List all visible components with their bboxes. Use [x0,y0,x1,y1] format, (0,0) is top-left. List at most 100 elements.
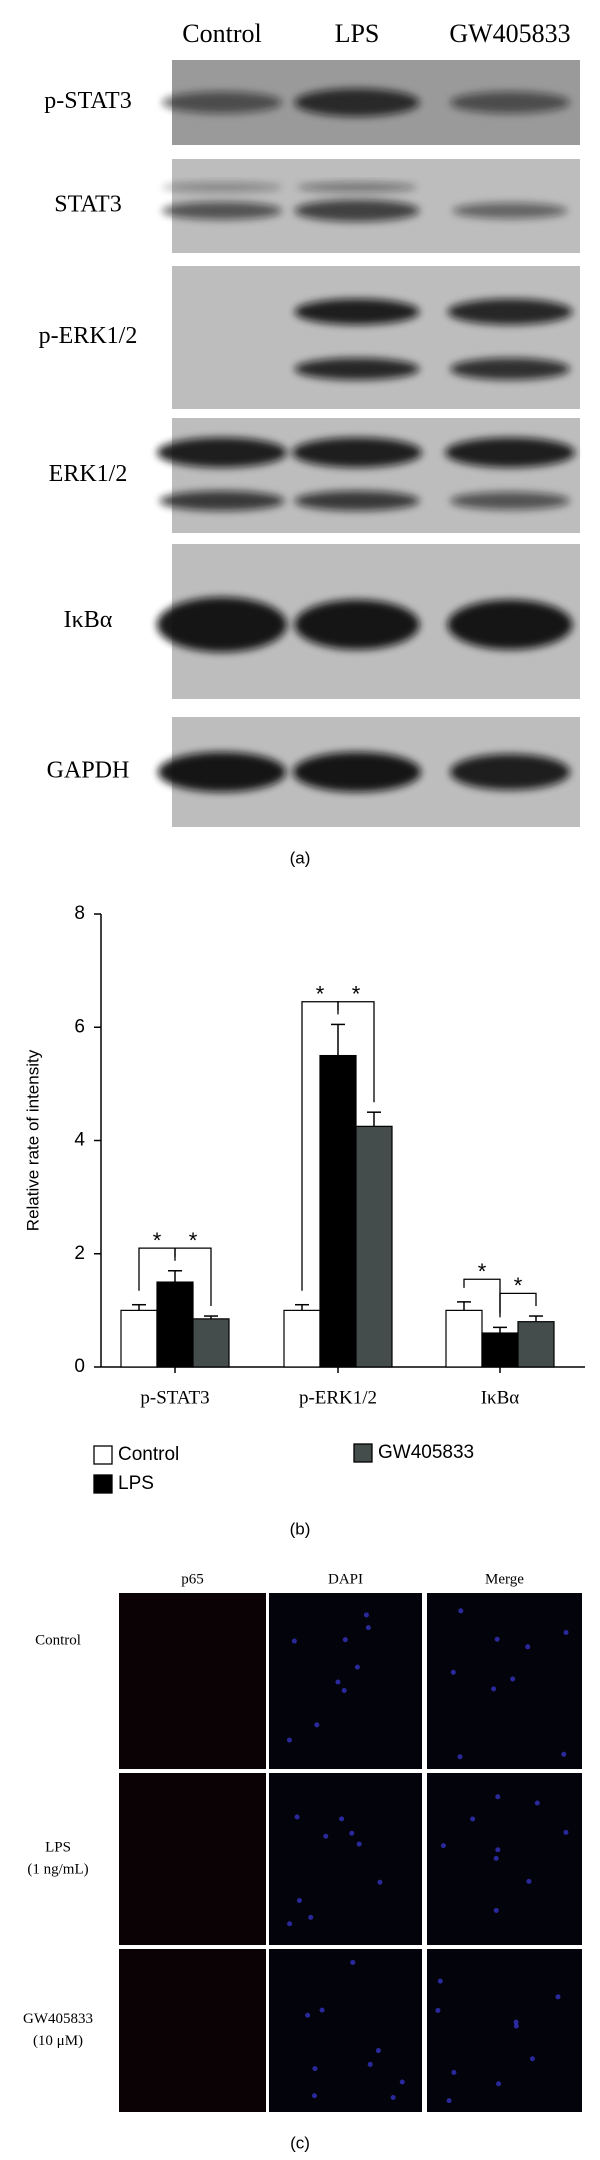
nucleus-dot [563,1829,569,1835]
image-row-label: LPS [45,1839,71,1855]
blot-band [157,437,287,468]
nucleus-dot [534,1800,540,1806]
blot-row-label: GAPDH [47,758,130,784]
legend-swatch [93,1474,113,1494]
blot-column-label: LPS [335,19,380,48]
nucleus-dot [526,1878,532,1884]
blot-band [450,491,570,510]
image-row-label: (1 ng/mL) [27,1861,88,1877]
legend-label: Control [118,1444,179,1465]
nucleus-dot [457,1754,463,1760]
error-bar [529,1315,543,1322]
error-bar [367,1111,381,1127]
blot-band [162,201,282,220]
y-axis-label: Relative rate of intensity [23,1049,42,1231]
blot-band [450,91,570,114]
error-bar [331,1023,345,1056]
blot-band [157,597,287,653]
significance-label: * [514,1273,523,1298]
blot-band [445,437,575,468]
blot-column-label: GW405833 [449,19,570,48]
y-tick-label: 8 [74,903,85,924]
nucleus-dot [308,1914,314,1920]
blot-band [159,490,285,511]
x-tick-label: p-ERK1/2 [299,1387,377,1408]
nucleus-dot [377,1879,383,1885]
blot-band [294,490,420,511]
legend-label: GW405833 [378,1442,474,1463]
nucleus-dot [513,2023,519,2029]
y-tick-label: 4 [74,1130,85,1151]
fluorescence-image [427,1773,582,1945]
nucleus-dot [291,1638,297,1644]
blot-band [162,91,282,114]
image-row-label: (10 μM) [33,2033,83,2049]
nucleus-dot [458,1608,464,1614]
panel-caption: (b) [290,1519,311,1538]
nucleus-dot [314,1722,320,1728]
nucleus-dot [495,1794,501,1800]
blot-band [294,298,420,325]
fluorescence-image [119,1773,266,1945]
blot-column-label: Control [182,19,261,48]
nucleus-dot [305,2012,311,2018]
bar [192,1318,230,1368]
nucleus-dot [513,2019,519,2025]
nucleus-dot [375,2048,381,2054]
nucleus-dot [435,2007,441,2013]
error-bar [204,1315,218,1319]
nucleus-dot [311,2093,317,2099]
nucleus-dot [287,1921,293,1927]
legend-label: LPS [118,1473,154,1494]
error-bar [168,1269,182,1283]
significance-label: * [153,1228,162,1253]
blot-band [447,298,573,325]
blot-band [293,752,421,792]
fluorescence-image [427,1949,582,2112]
blot-band [450,754,570,790]
legend-swatch [93,1445,113,1465]
significance-bracket [174,1247,212,1307]
significance-bracket [337,1001,375,1103]
nucleus-dot [296,1897,302,1903]
bar [517,1321,555,1368]
y-tick-label: 2 [74,1243,85,1264]
nucleus-dot [323,1833,329,1839]
nucleus-dot [510,1676,516,1682]
bar [445,1309,483,1368]
nucleus-dot [390,2094,396,2100]
nucleus-dot [563,1630,569,1636]
significance-label: * [189,1228,198,1253]
nucleus-dot [555,1994,561,2000]
nucleus-dot [286,1737,292,1743]
nucleus-dot [350,1959,356,1965]
error-bar [132,1303,146,1311]
y-tick-label: 6 [74,1016,85,1037]
nucleus-dot [491,1686,497,1692]
nucleus-dot [399,2079,405,2085]
panel-caption: (c) [290,2133,310,2152]
significance-label: * [316,982,325,1007]
nucleus-dot [496,2081,502,2087]
fluorescence-image [119,1949,266,2112]
nucleus-dot [342,1637,348,1643]
error-bar [295,1303,309,1311]
fluorescence-image [269,1593,422,1769]
bar [120,1309,158,1368]
panel-caption: (a) [290,848,311,867]
nucleus-dot [363,1612,369,1618]
nucleus-dot [525,1644,531,1650]
nucleus-dot [450,1669,456,1675]
x-tick-label: IκBα [481,1387,520,1408]
significance-bracket [499,1292,537,1314]
bar [156,1281,194,1368]
blot-row-label: STAT3 [54,192,121,218]
blot-band [447,599,573,650]
nucleus-dot [446,2098,452,2104]
nucleus-dot [335,1679,341,1685]
blot-background [172,418,580,533]
nucleus-dot [440,1843,446,1849]
blot-band [297,182,417,193]
blot-band [294,199,420,222]
bar [481,1332,519,1368]
